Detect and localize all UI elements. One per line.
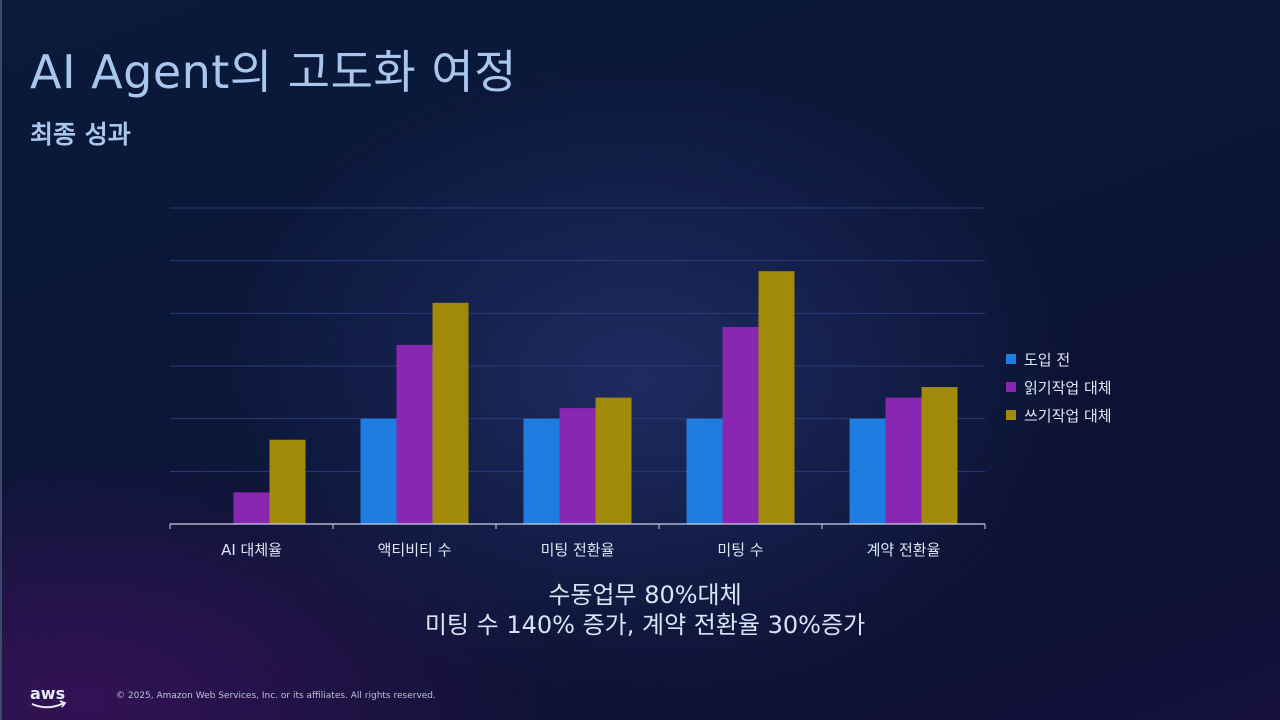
x-tick-label: 계약 전환율 <box>867 541 941 559</box>
legend-swatch-write-replace <box>1006 410 1016 420</box>
bar-read-replace-4 <box>885 397 922 524</box>
legend-swatch-before <box>1006 354 1016 364</box>
slide-title: AI Agent의 고도화 여정 <box>30 45 517 99</box>
x-tick-label: AI 대체율 <box>221 541 282 559</box>
x-tick-label: 액티비티 수 <box>378 541 452 559</box>
chart-legend: 도입 전 읽기작업 대체 쓰기작업 대체 <box>1006 345 1112 429</box>
legend-item-write-replace: 쓰기작업 대체 <box>1006 401 1112 429</box>
legend-label-before: 도입 전 <box>1024 350 1071 369</box>
bar-write-replace-4 <box>921 387 958 524</box>
slide-left-edge <box>0 0 2 720</box>
aws-logo-icon: aws <box>30 684 67 709</box>
caption-summary-line-2: 미팅 수 140% 증가, 계약 전환율 30%증가 <box>424 611 866 639</box>
bar-write-replace-0 <box>269 439 306 524</box>
x-tick-label: 미팅 수 <box>717 541 763 559</box>
x-tick-label: 미팅 전환율 <box>541 541 615 559</box>
bar-read-replace-3 <box>722 327 759 524</box>
bar-before-3 <box>686 418 723 524</box>
bar-write-replace-3 <box>758 271 795 524</box>
bar-write-replace-1 <box>432 302 469 524</box>
bar-read-replace-0 <box>233 492 270 524</box>
legend-item-read-replace: 읽기작업 대체 <box>1006 373 1112 401</box>
bar-read-replace-2 <box>559 408 596 524</box>
caption-summary-line-1: 수동업무 80%대체 <box>548 581 742 609</box>
legend-item-before: 도입 전 <box>1006 345 1112 373</box>
bar-write-replace-2 <box>595 397 632 524</box>
legend-swatch-read-replace <box>1006 382 1016 392</box>
legend-label-write-replace: 쓰기작업 대체 <box>1024 406 1112 425</box>
slide-subtitle: 최종 성과 <box>30 120 131 149</box>
bar-before-2 <box>523 418 560 524</box>
bar-before-1 <box>360 418 397 524</box>
copyright-notice: © 2025, Amazon Web Services, Inc. or its… <box>116 691 436 701</box>
aws-smile-arrow-icon <box>31 702 65 709</box>
aws-logo-text: aws <box>30 684 65 703</box>
aws-arrow-head-icon <box>59 700 67 708</box>
legend-label-read-replace: 읽기작업 대체 <box>1024 378 1112 397</box>
bar-before-4 <box>849 418 886 524</box>
bar-read-replace-1 <box>396 344 433 524</box>
